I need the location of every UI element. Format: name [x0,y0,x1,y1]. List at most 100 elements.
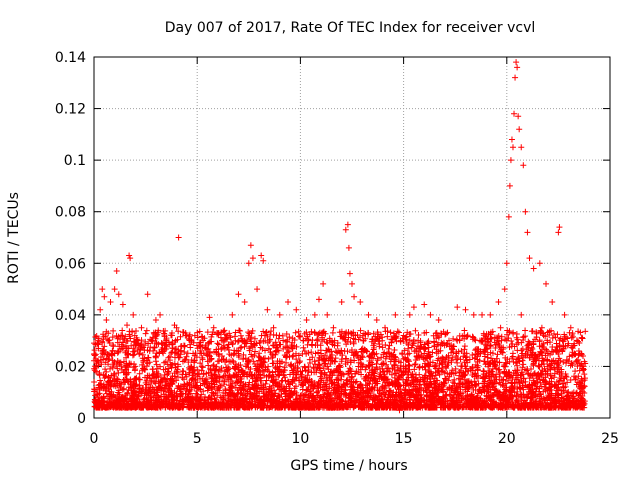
data-point-dense [122,395,129,402]
data-point-dense [491,361,498,368]
data-point-dense [337,364,344,371]
data-point-dense [169,332,176,339]
data-point-dense [350,340,357,347]
data-point-dense [161,393,168,400]
data-point-dense [471,355,478,362]
data-point-dense [485,338,492,345]
data-point-dense [309,354,316,361]
data-point-dense [524,383,531,390]
data-point-dense [274,358,281,365]
data-point [144,291,151,298]
data-point-dense [477,348,484,355]
data-point-dense [242,355,249,362]
data-point-dense [201,378,208,385]
data-point-dense [426,369,433,376]
axis-ticks [93,56,611,419]
data-point-dense [338,333,345,340]
data-point-dense [427,372,434,379]
data-point-dense [543,347,550,354]
data-point-dense [297,332,304,339]
data-point-dense [422,345,429,352]
data-point-dense [262,329,269,336]
data-point-dense [125,364,132,371]
data-point-dense [542,333,549,340]
data-point-dense [449,395,456,402]
data-point [270,324,277,331]
data-point-dense [474,356,481,363]
data-point-dense [483,331,490,338]
data-point-dense [223,357,230,364]
data-point [276,311,283,318]
data-point-dense [153,392,160,399]
data-point-dense [109,341,116,348]
data-point-dense [256,357,263,364]
data-point-dense [140,396,147,403]
plot-frame [93,56,611,419]
data-point-dense [329,369,336,376]
data-point-dense [278,378,285,385]
data-point-dense [265,355,272,362]
data-point-dense [181,395,188,402]
data-point-dense [383,361,390,368]
data-point-dense [315,330,322,337]
data-point-dense [118,341,125,348]
data-point-dense [549,335,556,342]
data-point [487,311,494,318]
data-point-dense [113,332,120,339]
data-point-dense [142,330,149,337]
data-point-dense [529,372,536,379]
data-point-dense [105,361,112,368]
data-point-dense [547,339,554,346]
data-point-dense [394,328,401,335]
data-point-dense [350,335,357,342]
data-point-dense [289,345,296,352]
data-point [524,229,531,236]
data-point-dense [334,394,341,401]
data-point-dense [542,374,549,381]
data-point-dense [416,392,423,399]
data-point-dense [336,329,343,336]
data-point-dense [308,379,315,386]
data-point-dense [469,351,476,358]
data-point-dense [215,341,222,348]
data-point-dense [553,340,560,347]
data-point [454,304,461,311]
data-point-dense [547,351,554,358]
data-point-dense [176,354,183,361]
data-point-dense [375,387,382,394]
data-point [157,311,164,318]
data-point-dense [373,360,380,367]
data-point-dense [247,391,254,398]
data-point-dense [450,343,457,350]
data-point [173,324,180,331]
data-point-dense [300,397,307,404]
data-point-dense [281,385,288,392]
data-point [342,226,349,233]
data-point-dense [103,384,110,391]
data-point-dense [115,387,122,394]
data-point-dense [189,376,196,383]
data-point-dense [257,377,264,384]
data-point-dense [248,372,255,379]
data-point-dense [183,386,190,393]
data-point-dense [544,363,551,370]
data-point-dense [573,337,580,344]
data-point-dense [509,403,516,410]
data-point-dense [270,331,277,338]
data-point-dense [366,362,373,369]
data-point-dense [162,388,169,395]
data-point-dense [200,370,207,377]
data-point-dense [570,351,577,358]
data-point-dense [302,367,309,374]
data-point-dense [91,347,98,354]
data-point-dense [114,358,121,365]
data-point-dense [111,370,118,377]
data-point-dense [549,343,556,350]
data-point-dense [174,385,181,392]
data-point [320,280,327,287]
data-point-dense [301,363,308,370]
data-point-dense [334,395,341,402]
data-point-dense [205,362,212,369]
x-tick-label: 0 [90,431,99,447]
data-point [520,162,527,169]
